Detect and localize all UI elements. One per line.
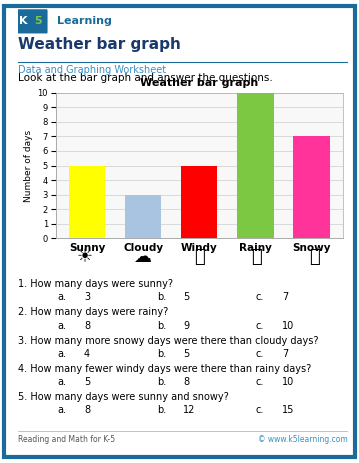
Text: 8: 8 [183,377,189,387]
Bar [125,194,161,238]
Text: a.: a. [57,293,66,302]
Text: 🌨: 🌨 [309,248,320,266]
Text: 7: 7 [282,293,288,302]
Text: a.: a. [57,406,66,415]
Text: b.: b. [157,293,166,302]
Text: c.: c. [256,406,264,415]
Text: 4: 4 [84,349,90,359]
Text: 💨: 💨 [194,248,205,266]
Text: Weather bar graph: Weather bar graph [18,37,181,52]
Text: c.: c. [256,377,264,387]
FancyBboxPatch shape [17,9,48,33]
Y-axis label: Number of days: Number of days [24,130,33,201]
Text: 15: 15 [282,406,294,415]
Text: Reading and Math for K-5: Reading and Math for K-5 [18,436,115,444]
Text: b.: b. [157,377,166,387]
Text: © www.k5learning.com: © www.k5learning.com [258,436,348,444]
Bar [237,93,274,238]
Text: 9: 9 [183,321,189,331]
Text: 3. How many more snowy days were there than cloudy days?: 3. How many more snowy days were there t… [18,336,318,346]
Text: 1. How many days were sunny?: 1. How many days were sunny? [18,279,173,289]
Text: a.: a. [57,377,66,387]
Text: ☁: ☁ [133,248,151,266]
Bar [181,165,218,238]
Bar [293,136,330,238]
Text: 5: 5 [183,349,189,359]
Text: 8: 8 [84,406,90,415]
Text: 2. How many days were rainy?: 2. How many days were rainy? [18,307,168,318]
Text: 3: 3 [84,293,90,302]
Text: 🌧: 🌧 [251,248,262,266]
Text: 7: 7 [282,349,288,359]
Text: Data and Graphing Worksheet: Data and Graphing Worksheet [18,65,166,75]
Text: a.: a. [57,321,66,331]
Text: c.: c. [256,293,264,302]
Text: c.: c. [256,349,264,359]
Text: b.: b. [157,321,166,331]
Text: a.: a. [57,349,66,359]
Title: Weather bar graph: Weather bar graph [140,78,258,88]
Text: 8: 8 [84,321,90,331]
Text: 5. How many days were sunny and snowy?: 5. How many days were sunny and snowy? [18,392,229,402]
Bar [69,165,105,238]
Text: 10: 10 [282,321,294,331]
Text: 4. How many fewer windy days were there than rainy days?: 4. How many fewer windy days were there … [18,364,311,374]
Text: Look at the bar graph and answer the questions.: Look at the bar graph and answer the que… [18,73,273,82]
Text: b.: b. [157,406,166,415]
Text: K: K [19,17,28,26]
Text: 12: 12 [183,406,195,415]
Text: 5: 5 [34,17,42,26]
Text: b.: b. [157,349,166,359]
Text: ☀: ☀ [76,248,92,266]
Text: c.: c. [256,321,264,331]
Text: 10: 10 [282,377,294,387]
Text: Learning: Learning [57,17,112,26]
Text: 5: 5 [84,377,90,387]
Text: 5: 5 [183,293,189,302]
